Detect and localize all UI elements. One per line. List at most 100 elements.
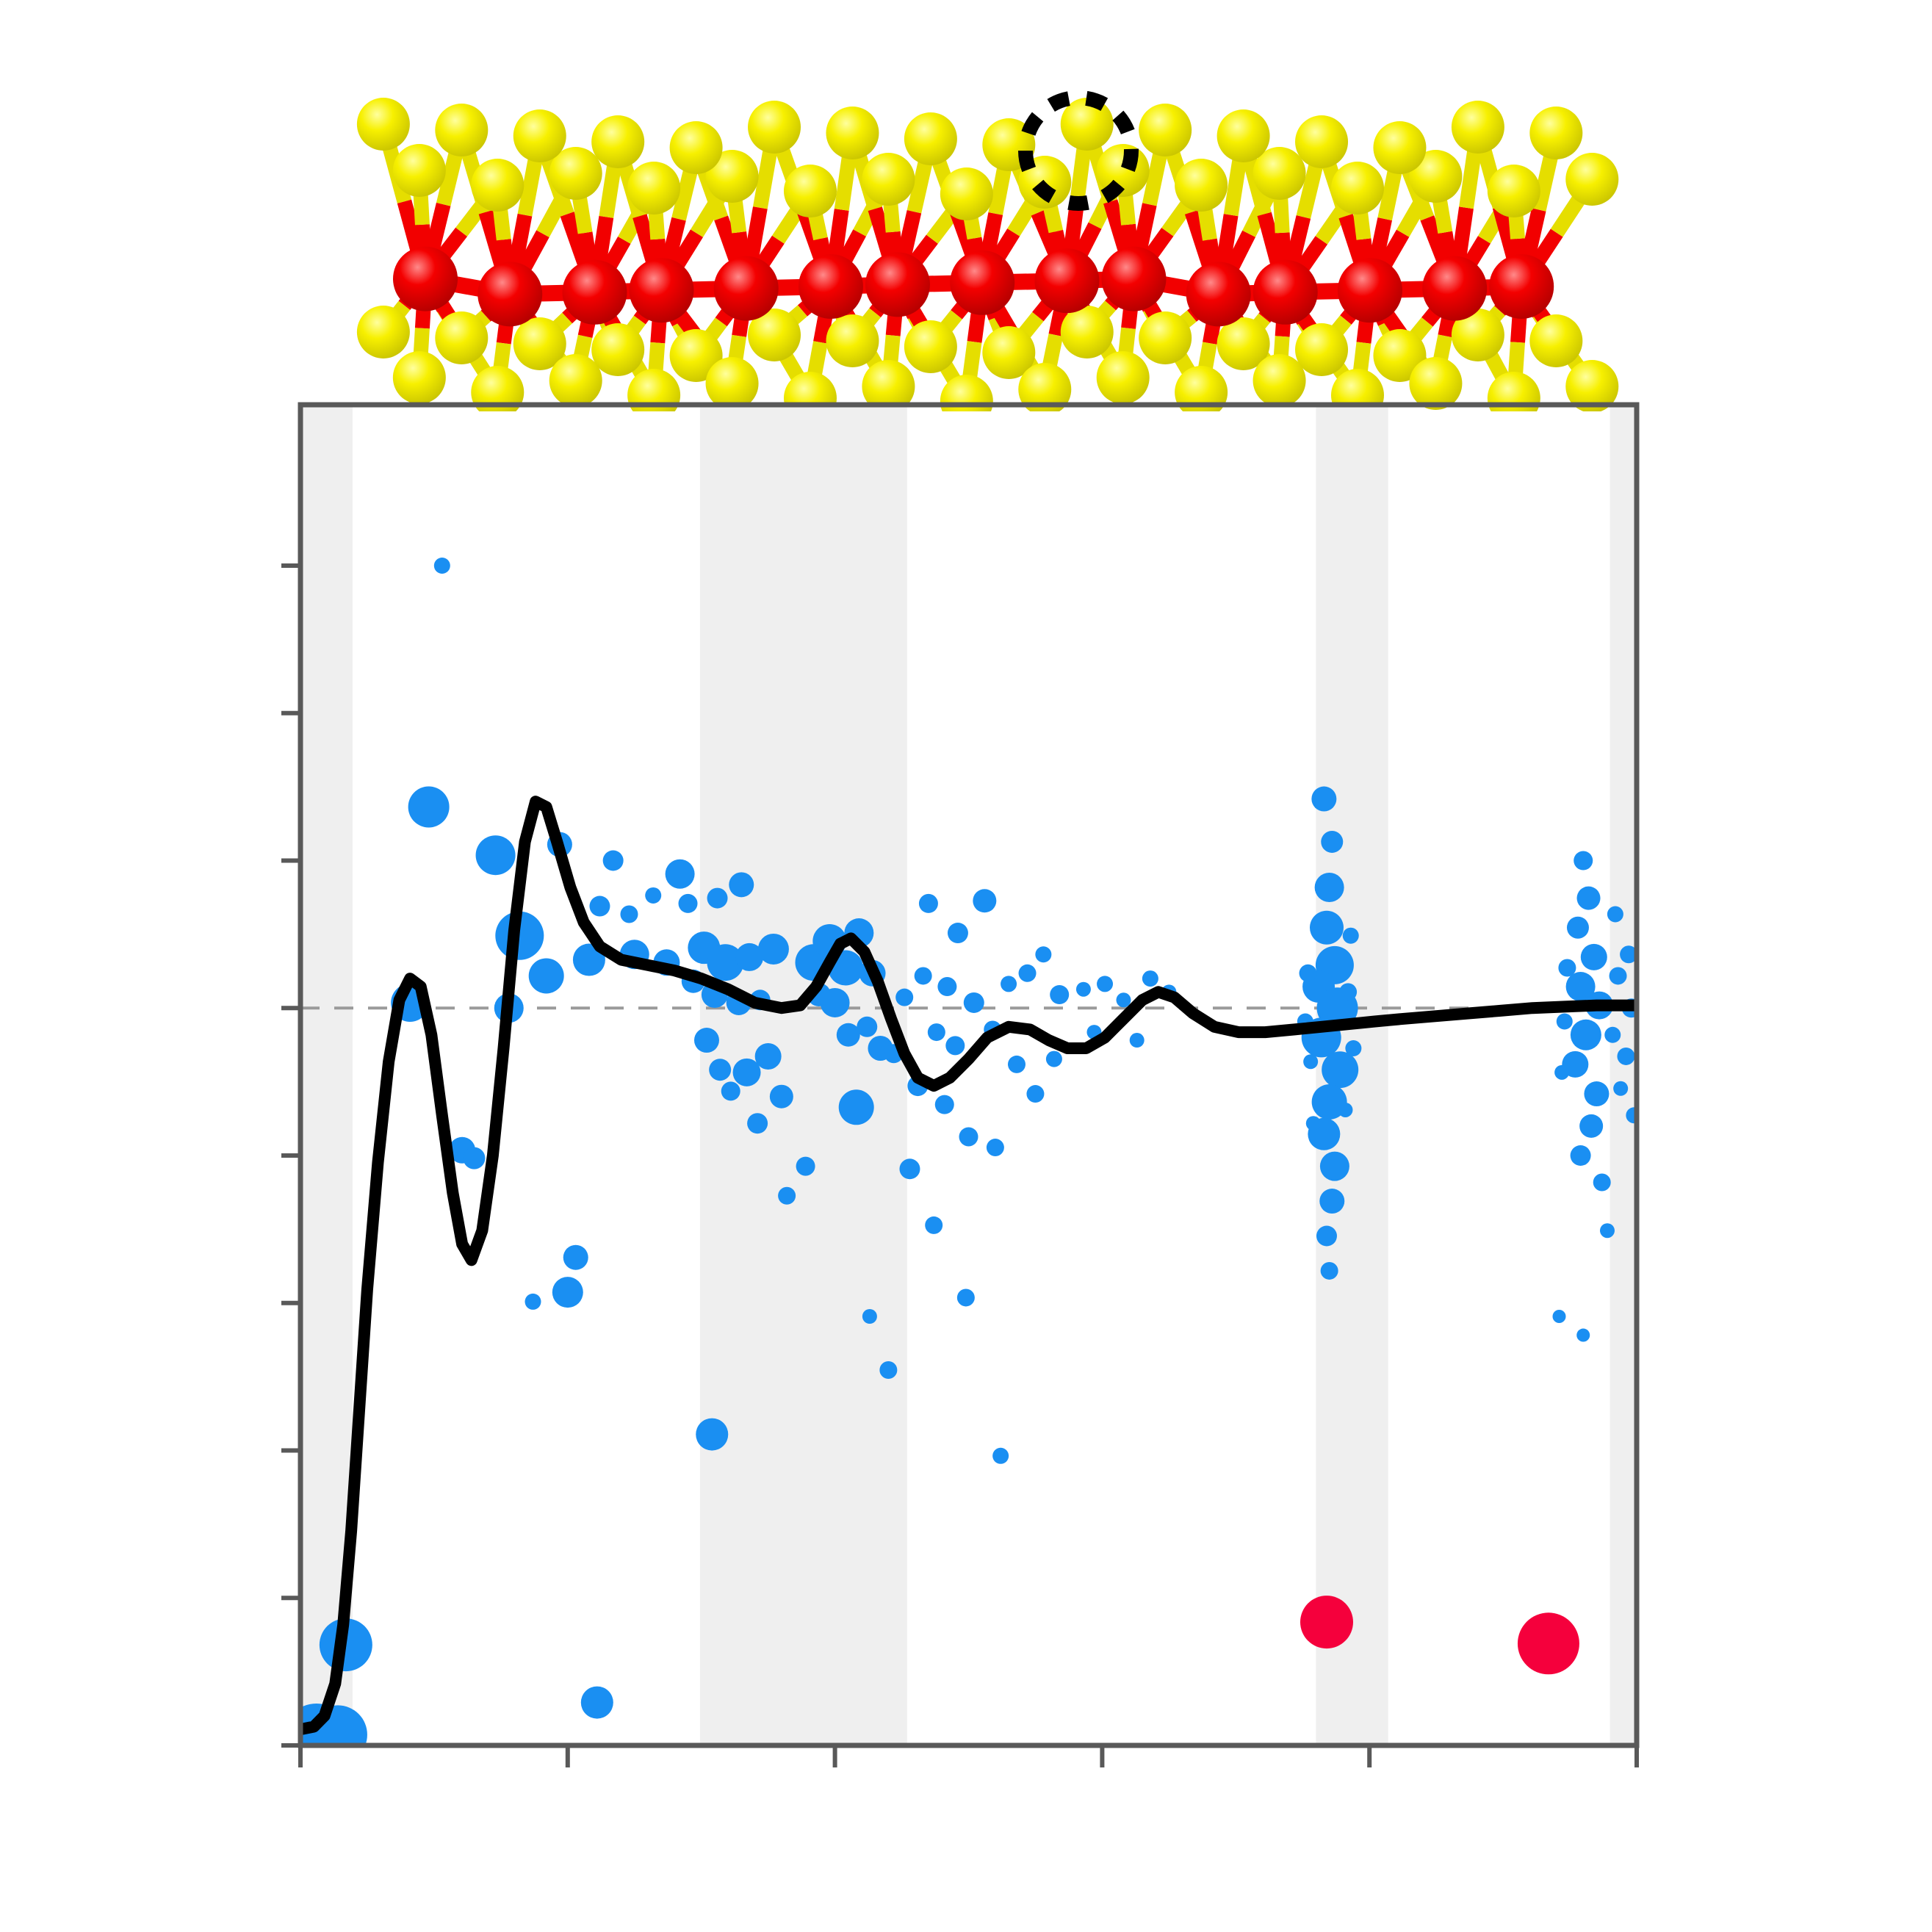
- blue-data-bubble: [1570, 1019, 1601, 1050]
- blue-data-bubble: [1576, 1328, 1590, 1342]
- blue-data-bubble: [552, 1277, 583, 1308]
- chalcogen-atom: [1295, 115, 1349, 168]
- blue-data-bubble: [862, 1309, 877, 1324]
- chalcogen-atom: [669, 121, 723, 174]
- blue-data-bubble: [769, 1084, 793, 1109]
- blue-data-bubble: [754, 1042, 782, 1070]
- blue-data-bubble: [1303, 1054, 1319, 1070]
- blue-data-bubble: [927, 1023, 945, 1042]
- metal-atom: [865, 252, 930, 317]
- chalcogen-atom: [1139, 104, 1192, 156]
- blue-data-bubble: [1613, 1081, 1629, 1096]
- blue-data-bubble: [620, 905, 638, 923]
- blue-data-bubble: [1319, 1151, 1349, 1181]
- blue-data-bubble: [947, 923, 968, 944]
- blue-data-bubble: [1299, 964, 1317, 982]
- blue-data-bubble: [735, 942, 764, 971]
- chalcogen-atom: [1216, 317, 1270, 370]
- blue-data-bubble: [1604, 1026, 1621, 1043]
- blue-data-bubble: [1345, 1040, 1362, 1056]
- axes-frame: [298, 402, 1640, 1748]
- blue-data-bubble: [1620, 945, 1637, 964]
- blue-data-bubble: [1556, 1013, 1573, 1030]
- chalcogen-atom: [705, 357, 759, 410]
- metal-atom: [713, 256, 779, 321]
- chalcogen-atom: [826, 107, 879, 159]
- blue-data-bubble: [1565, 972, 1596, 1002]
- blue-data-bubble: [914, 967, 932, 985]
- blue-data-bubble: [1338, 1102, 1353, 1117]
- blue-data-bubble: [778, 1186, 796, 1205]
- chalcogen-atom: [627, 162, 681, 215]
- blue-data-bubble: [1576, 886, 1601, 910]
- blue-data-bubble: [528, 958, 564, 994]
- chalcogen-atom: [826, 314, 879, 367]
- blue-data-bubble: [1001, 976, 1017, 992]
- chalcogen-atom: [1451, 101, 1504, 154]
- chalcogen-atom: [549, 147, 602, 200]
- red-data-bubble: [1300, 1596, 1353, 1649]
- metal-atom: [1101, 246, 1167, 311]
- blue-data-bubble: [973, 889, 997, 913]
- blue-data-bubble: [665, 859, 695, 889]
- blue-data-bubble: [475, 835, 516, 876]
- metal-atom: [798, 254, 863, 319]
- blue-data-bubble: [1607, 906, 1623, 923]
- blue-data-bubble: [956, 1288, 975, 1307]
- shaded-band: [699, 405, 907, 1745]
- chalcogen-atom: [549, 354, 602, 407]
- chalcogen-atom: [1565, 153, 1619, 206]
- blue-data-bubble: [959, 1127, 978, 1147]
- chalcogen-atom: [1409, 150, 1463, 203]
- blue-data-bubble: [796, 1156, 815, 1176]
- chalcogen-atom: [591, 323, 645, 376]
- chalcogen-atom: [435, 311, 489, 364]
- chalcogen-atom: [862, 360, 915, 411]
- metal-atom: [1252, 259, 1318, 325]
- metal-atom: [1337, 258, 1402, 323]
- chalcogen-atom: [904, 112, 957, 165]
- blue-data-bubble: [1552, 1310, 1566, 1323]
- chalcogen-atom: [356, 306, 410, 358]
- chalcogen-atom: [1487, 165, 1540, 217]
- blue-data-bubble: [992, 1447, 1009, 1464]
- blue-data-bubble: [645, 887, 662, 904]
- plot-frame: [298, 402, 1640, 1748]
- metal-atom: [629, 258, 694, 323]
- atoms: [356, 98, 1619, 411]
- blue-data-bubble: [1580, 943, 1607, 970]
- blue-data-bubble: [1319, 1189, 1345, 1214]
- blue-data-bubble: [1311, 786, 1337, 812]
- blue-data-bubble: [1626, 1107, 1637, 1124]
- chalcogen-atom: [748, 309, 801, 361]
- chalcogen-atom: [1487, 372, 1540, 411]
- blue-data-bubble: [732, 1058, 761, 1086]
- chalcogen-atom: [513, 109, 566, 162]
- blue-data-bubble: [709, 1059, 732, 1081]
- blue-data-bubble: [729, 872, 754, 898]
- blue-data-bubble: [836, 1023, 860, 1047]
- chalcogen-atom: [1252, 147, 1306, 200]
- chalcogen-atom: [748, 101, 801, 154]
- chalcogen-atom: [1330, 369, 1384, 411]
- chalcogen-atom: [435, 104, 489, 156]
- metal-atom: [1489, 254, 1554, 319]
- bubble-scatter-plot: [0, 382, 1932, 1851]
- blue-data-bubble: [963, 992, 984, 1013]
- blue-data-bubble: [838, 1089, 874, 1125]
- blue-data-bubble: [1129, 1033, 1145, 1048]
- metal-atom: [950, 250, 1015, 315]
- blue-data-bubble: [1142, 970, 1158, 987]
- metal-atom: [562, 259, 627, 325]
- chalcogen-atom: [705, 150, 759, 203]
- blue-data-bubble: [945, 1036, 965, 1056]
- chalcogen-atom: [513, 317, 566, 370]
- blue-data-bubble: [857, 1016, 878, 1037]
- crystal-structure-svg: [356, 90, 1619, 411]
- blue-data-bubble: [602, 850, 624, 871]
- blue-data-bubble: [1566, 916, 1589, 939]
- blue-data-bubble: [1558, 959, 1576, 977]
- chalcogen-atom: [1373, 329, 1427, 382]
- blue-data-bubble: [757, 933, 789, 965]
